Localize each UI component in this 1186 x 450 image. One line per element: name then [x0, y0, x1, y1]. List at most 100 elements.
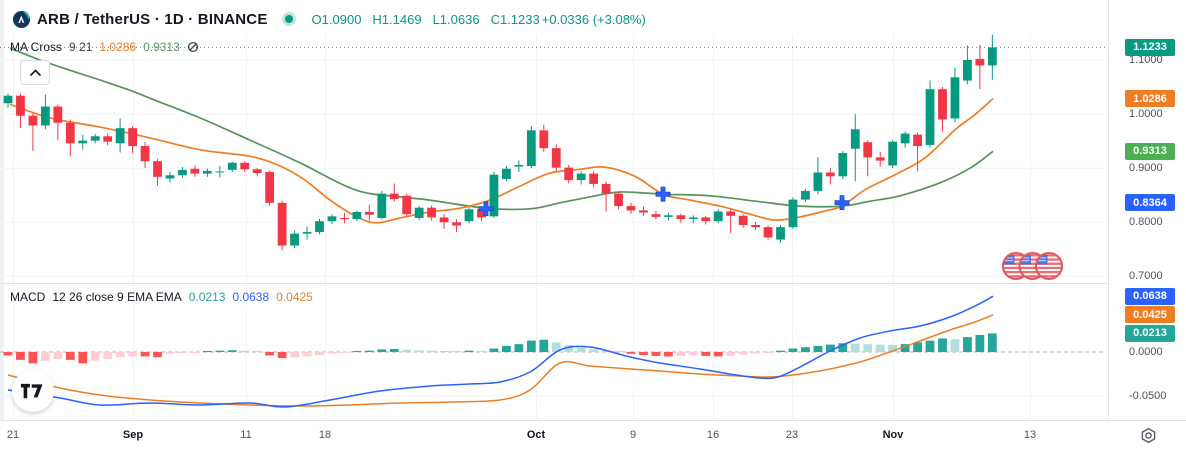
macd-histogram-bar — [576, 347, 586, 352]
macd-histogram-bar — [888, 345, 898, 352]
last-price-badge: 1.1233 — [1125, 38, 1175, 56]
candle-body — [240, 162, 250, 170]
candle-body — [115, 128, 125, 144]
candle-body — [763, 227, 773, 238]
candle-body — [825, 172, 835, 177]
candle-body — [987, 47, 997, 66]
candle-body — [576, 173, 586, 181]
macd-line-badge: 0.0638 — [1125, 287, 1175, 305]
macd-histogram-bar — [626, 352, 636, 354]
macd-histogram-bar — [40, 352, 50, 361]
axis-settings-button[interactable] — [1138, 425, 1158, 445]
candle-body — [489, 174, 499, 217]
macd-histogram-bar — [78, 352, 88, 364]
macd-histogram-bar — [801, 347, 810, 352]
candle-body — [963, 60, 972, 81]
macd-legend-params: 12 26 close 9 EMA EMA — [52, 290, 182, 304]
macd-histogram-bar — [938, 338, 947, 352]
tradingview-logo[interactable] — [12, 370, 54, 412]
macd-histogram-bar — [3, 352, 13, 356]
candle-body — [277, 202, 287, 246]
candle-body — [40, 106, 50, 126]
macd-histogram-bar — [564, 345, 574, 352]
macd-histogram-bar — [315, 352, 324, 356]
chart-header: ARB / TetherUS · 1D · BINANCE O1.0900 H1.… — [12, 8, 646, 30]
macd-histogram-bar — [252, 351, 262, 352]
candle-body — [975, 58, 985, 66]
price-axis-label: 1.1000 — [1129, 54, 1163, 66]
macd-histogram-bar — [65, 352, 75, 360]
candle-body — [364, 212, 374, 215]
candle-body — [776, 227, 785, 240]
macd-histogram-bar — [402, 349, 412, 352]
macd-histogram-bar — [651, 352, 661, 356]
macd-line-value: 0.0638 — [232, 290, 270, 304]
candle-body — [389, 193, 399, 200]
macd-histogram-bar — [28, 352, 38, 364]
macd-histogram-bar — [178, 352, 187, 354]
macd-histogram-bar — [900, 344, 910, 352]
candle-body — [663, 215, 673, 217]
ma-slow-badge: 0.9313 — [1125, 142, 1175, 160]
macd-legend[interactable]: MACD 12 26 close 9 EMA EMA 0.0213 0.0638… — [10, 290, 313, 304]
candle-body — [526, 130, 536, 167]
market-status-dot[interactable] — [281, 12, 296, 26]
candle-body — [402, 195, 412, 215]
macd-histogram-bar — [115, 352, 125, 358]
candle-body — [713, 211, 723, 222]
candle-body — [414, 207, 424, 218]
macd-histogram-bar — [913, 342, 922, 352]
macd-histogram-bar — [639, 352, 648, 356]
time-axis[interactable]: 21 Sep 11 18 Oct 9 16 23 Nov 13 — [0, 420, 1186, 450]
macd-histogram-bar — [838, 343, 848, 352]
macd-histogram-bar — [776, 350, 785, 352]
candle-body — [452, 222, 461, 226]
macd-histogram-bar — [227, 350, 237, 352]
candle-body — [53, 106, 63, 123]
macd-histogram-bar — [90, 352, 100, 361]
time-axis-label: 9 — [629, 429, 637, 441]
macd-legend-title: MACD — [10, 290, 46, 304]
macd-signal-line — [7, 314, 994, 407]
macd-histogram-bar — [763, 352, 773, 353]
symbol-title[interactable]: ARB / TetherUS · 1D · BINANCE — [37, 10, 268, 28]
candle-body — [813, 172, 823, 191]
hidden-marker-icon[interactable] — [187, 41, 199, 53]
candle-body — [28, 115, 38, 126]
time-axis-label: 11 — [240, 429, 252, 441]
candle-body — [439, 217, 449, 223]
macd-histogram-bar — [987, 333, 997, 352]
macd-histogram-bar — [825, 344, 835, 352]
candle-body — [165, 175, 175, 179]
candle-body — [252, 169, 262, 174]
pane-separator[interactable] — [0, 283, 1108, 284]
macd-histogram-bar — [153, 352, 162, 358]
candle-body — [227, 162, 237, 170]
macd-histogram-bar — [788, 348, 798, 352]
pane-collapse-button[interactable] — [20, 60, 50, 85]
price-axis-label: 0.8000 — [1129, 216, 1163, 229]
ma-legend-title: MA Cross — [10, 40, 63, 54]
macd-hist-badge: 0.0213 — [1125, 324, 1175, 342]
price-axis[interactable]: 1.1000 1.0000 0.9000 0.8000 0.7000 0.0000 -0.0… — [1108, 0, 1186, 420]
macd-histogram-bar — [290, 352, 299, 358]
candle-body — [551, 148, 561, 168]
gear-icon — [1141, 427, 1155, 443]
time-axis-label: 13 — [1023, 429, 1037, 441]
ma-fast-badge: 1.0286 — [1125, 90, 1175, 108]
ohlc-o: O1.0900 — [311, 11, 362, 27]
ma-slow-value: 0.9313 — [143, 40, 180, 54]
macd-histogram-bar — [726, 352, 736, 356]
candle-body — [477, 209, 486, 218]
price-axis-label: 0.7000 — [1129, 270, 1163, 283]
candle-body — [801, 190, 810, 200]
macd-histogram-bar — [16, 352, 25, 360]
candle-body — [539, 130, 549, 149]
macd-signal-value: 0.0425 — [276, 290, 313, 304]
candle-body — [502, 168, 511, 180]
macd-histogram-bar — [53, 352, 63, 359]
macd-histogram-bar — [128, 352, 137, 357]
macd-histogram-bar — [539, 339, 549, 352]
ma-cross-legend[interactable]: MA Cross 9 21 1.0286 0.9313 — [10, 40, 199, 54]
